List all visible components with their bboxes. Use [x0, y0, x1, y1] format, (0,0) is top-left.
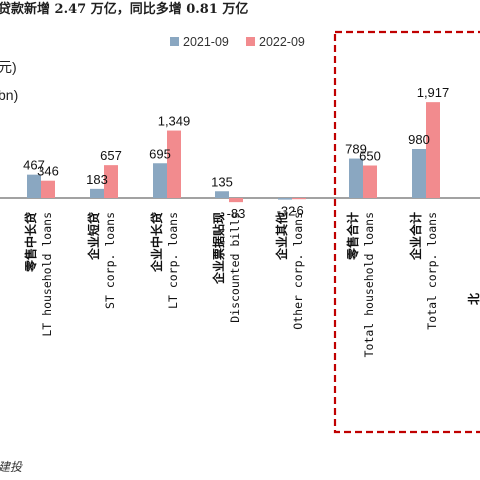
bar-2022-09-0 — [41, 180, 55, 198]
value-label-2022-09-2: 1,349 — [158, 114, 191, 129]
bar-2022-09-6 — [426, 102, 440, 198]
value-label-2021-09-6: 980 — [408, 132, 430, 147]
legend-swatch-2021 — [170, 37, 179, 46]
highlight-box — [333, 30, 480, 434]
bar-2021-09-4 — [278, 198, 292, 200]
category-label-5: 零售合计 Total household loans — [345, 212, 376, 357]
category-label-6: 企业合计 Total corp. loans — [408, 212, 439, 330]
bars-group — [27, 102, 440, 203]
bar-2021-09-3 — [215, 191, 229, 198]
category-label-cn-3: 企业票据贴现 — [211, 212, 226, 285]
legend-label-2021: 2021-09 — [183, 35, 229, 49]
category-label-en-4: Other corp. loans — [291, 212, 305, 330]
value-label-2022-09-4: -6 — [292, 203, 304, 218]
unit-label-en: bn) — [0, 87, 18, 103]
bar-2022-09-1 — [104, 165, 118, 198]
value-label-2021-09-5: 789 — [345, 142, 367, 157]
source-note: 建投 — [0, 460, 23, 474]
value-label-2022-09-0: 346 — [37, 164, 59, 179]
category-label-en-6: Total corp. loans — [425, 212, 439, 330]
category-label-cn-2: 企业中长贷 — [149, 212, 164, 273]
category-label-2: 企业中长贷 LT corp. loans — [149, 212, 180, 309]
category-label-en-3: Discounted bills — [228, 212, 242, 323]
bar-2021-09-0 — [27, 174, 41, 198]
bar-2021-09-1 — [90, 188, 104, 198]
value-label-2022-09-3: -83 — [227, 206, 246, 221]
category-label-cn-1: 企业短贷 — [86, 212, 101, 261]
category-label-en-0: LT household loans — [40, 212, 54, 337]
bar-2021-09-2 — [153, 163, 167, 198]
category-label-4: 企业其他 Other corp. loans — [274, 212, 305, 330]
bar-2022-09-2 — [167, 130, 181, 198]
value-label-2021-09-4: -32 — [277, 204, 296, 219]
bar-2021-09-5 — [349, 158, 363, 198]
category-label-en-2: LT corp. loans — [166, 212, 180, 309]
partial-category-glyph: 北 — [466, 293, 480, 305]
category-label-en-5: Total household loans — [362, 212, 376, 357]
bar-2022-09-3 — [229, 198, 243, 203]
category-label-cn-0: 零售中长贷 — [23, 212, 38, 273]
value-label-2022-09-6: 1,917 — [417, 85, 450, 100]
unit-label-cn: 元) — [0, 59, 17, 75]
category-label-3: 企业票据贴现 Discounted bills — [211, 212, 242, 323]
bar-2022-09-5 — [363, 165, 377, 198]
category-label-cn-5: 零售合计 — [345, 212, 360, 261]
category-labels-group: 零售中长贷 LT household loans 企业短贷 ST corp. loan… — [23, 212, 439, 357]
category-label-0: 零售中长贷 LT household loans — [23, 212, 54, 337]
value-label-2021-09-0: 467 — [23, 158, 45, 173]
category-label-cn-6: 企业合计 — [408, 212, 423, 261]
bar-2022-09-4 — [292, 198, 306, 200]
category-label-cn-4: 企业其他 — [274, 212, 289, 261]
value-label-2021-09-1: 183 — [86, 172, 108, 187]
value-label-2021-09-3: 135 — [211, 174, 233, 189]
legend: 2021-09 2022-09 — [170, 35, 305, 49]
category-label-en-1: ST corp. loans — [103, 212, 117, 309]
value-label-2022-09-1: 657 — [100, 148, 122, 163]
legend-swatch-2022 — [246, 37, 255, 46]
svg-text:北: 北 — [466, 293, 480, 305]
value-label-2021-09-2: 695 — [149, 146, 171, 161]
value-label-2022-09-5: 650 — [359, 149, 381, 164]
legend-label-2022: 2022-09 — [259, 35, 305, 49]
chart-title: 贷款新增 2.47 万亿，同比多增 0.81 万亿 — [0, 1, 248, 17]
category-label-1: 企业短贷 ST corp. loans — [86, 212, 117, 309]
bar-2021-09-6 — [412, 149, 426, 198]
